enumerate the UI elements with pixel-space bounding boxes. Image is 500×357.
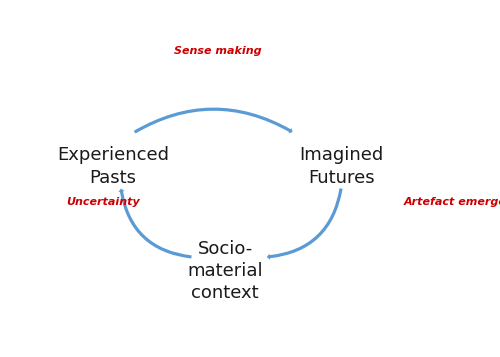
FancyArrowPatch shape: [267, 188, 342, 260]
Text: Socio-
material
context: Socio- material context: [188, 240, 263, 302]
Text: Imagined
Futures: Imagined Futures: [300, 146, 384, 187]
FancyArrowPatch shape: [118, 188, 192, 258]
Text: Experienced
Pasts: Experienced Pasts: [57, 146, 169, 187]
FancyArrowPatch shape: [134, 107, 292, 134]
Text: Uncertainty: Uncertainty: [66, 197, 140, 207]
Text: Sense making: Sense making: [174, 46, 262, 56]
Text: Artefact emergence: Artefact emergence: [404, 197, 500, 207]
